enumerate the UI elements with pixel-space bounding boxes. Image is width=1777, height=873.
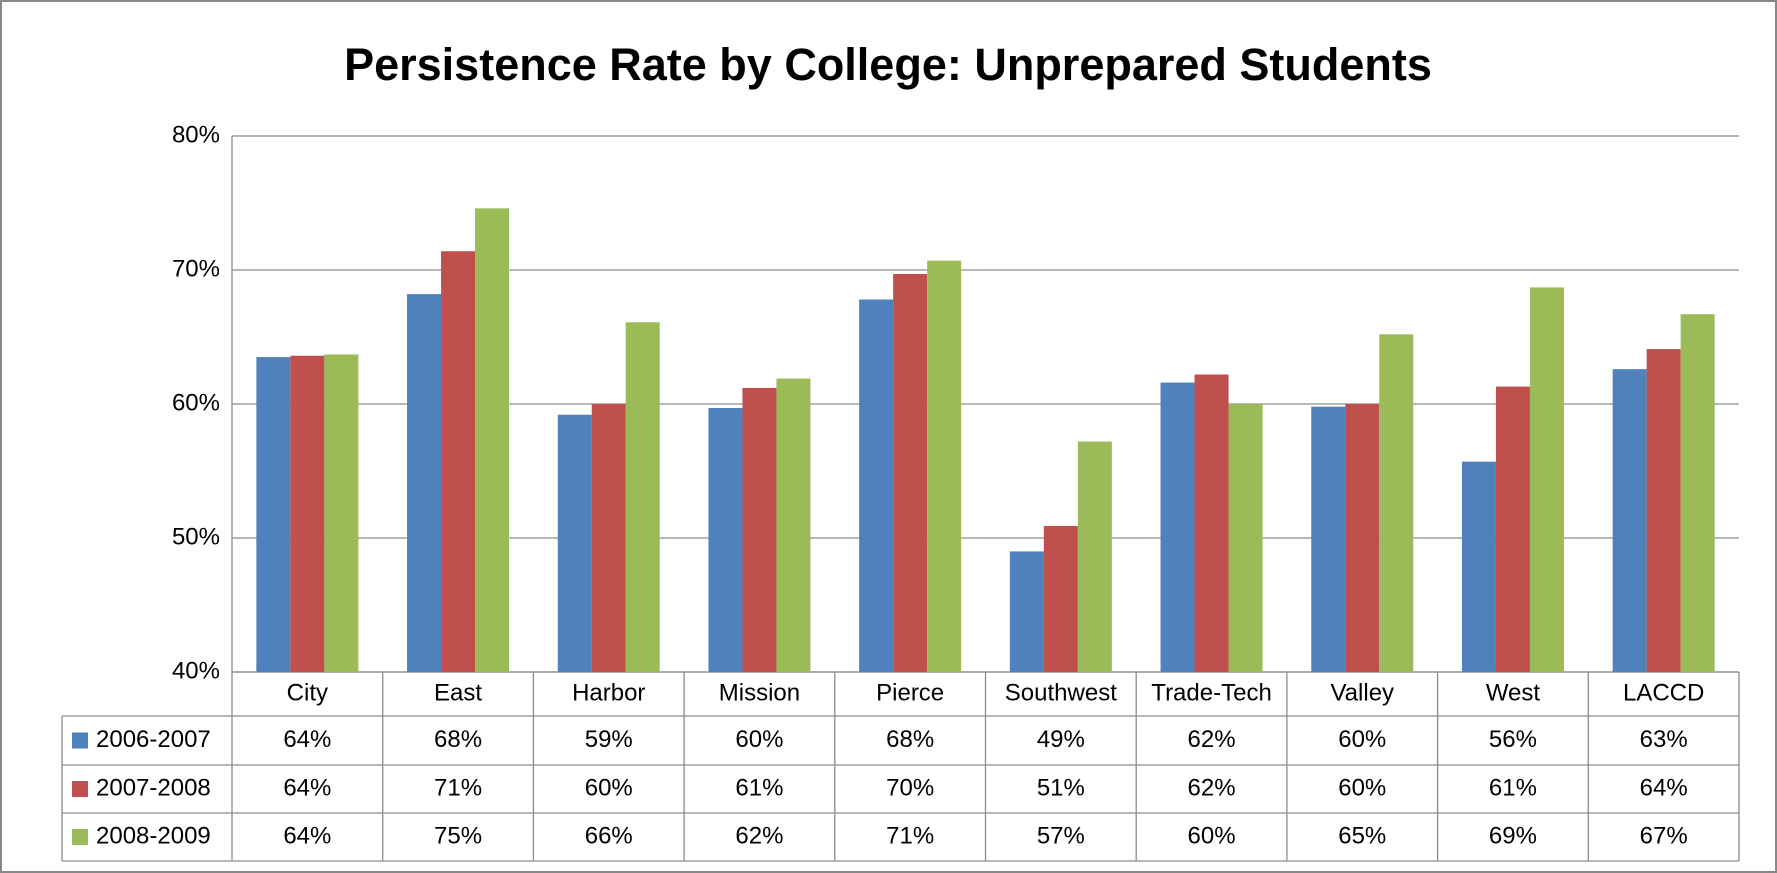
bar [1228,404,1263,672]
table-value: 60% [585,774,633,801]
table-value: 61% [735,774,783,801]
table-value: 64% [283,822,331,849]
bar [893,274,928,672]
bar [591,404,626,672]
bar [742,387,777,672]
legend-key [72,732,88,749]
bar [475,208,510,673]
bar [708,408,743,672]
bar [927,260,962,672]
table-value: 60% [1338,726,1386,753]
x-tick-label: City [287,679,328,706]
bar [1009,551,1044,672]
legend-label: 2007-2008 [96,774,211,801]
table-value: 56% [1489,726,1537,753]
bar [1043,525,1078,672]
bar [1160,382,1195,672]
table-value: 60% [735,726,783,753]
legend-label: 2006-2007 [96,726,211,753]
table-value: 60% [1338,774,1386,801]
table-value: 62% [1188,774,1236,801]
table-value: 60% [1188,822,1236,849]
table-value: 57% [1037,822,1085,849]
bar [625,322,660,672]
bar [1495,386,1530,672]
x-tick-label: Valley [1330,679,1394,706]
table-value: 67% [1640,822,1688,849]
bar [1461,461,1496,672]
y-tick-label: 50% [172,523,220,550]
x-tick-label: Harbor [572,679,645,706]
x-tick-label: Mission [719,679,800,706]
table-value: 61% [1489,774,1537,801]
bar [776,378,811,672]
y-tick-label: 60% [172,389,220,416]
x-tick-label: Southwest [1005,679,1117,706]
bar [290,355,325,672]
bar [1529,287,1564,672]
table-value: 51% [1037,774,1085,801]
table-value: 59% [585,726,633,753]
chart-title: Persistence Rate by College: Unprepared … [344,39,1432,90]
table-value: 66% [585,822,633,849]
bar [557,414,592,672]
y-tick-label: 70% [172,255,220,282]
x-tick-label: Pierce [876,679,944,706]
table-value: 71% [434,774,482,801]
bar [256,357,291,672]
bar [1646,349,1681,672]
x-tick-label: West [1486,679,1541,706]
table-value: 68% [886,726,934,753]
table-value: 69% [1489,822,1537,849]
table-value: 62% [735,822,783,849]
table-value: 71% [886,822,934,849]
y-tick-label: 40% [172,657,220,684]
bar [1379,334,1414,672]
table-value: 75% [434,822,482,849]
bar [324,354,359,672]
table-value: 64% [283,726,331,753]
bar [441,251,476,673]
table-value: 64% [1640,774,1688,801]
table-value: 65% [1338,822,1386,849]
bar [1311,406,1346,672]
bar [407,294,442,672]
bar [1077,441,1112,672]
table-value: 64% [283,774,331,801]
bar [859,299,894,672]
table-value: 68% [434,726,482,753]
bar [1680,314,1715,672]
table-value: 63% [1640,726,1688,753]
table-value: 62% [1188,726,1236,753]
legend-key [72,829,88,845]
x-tick-label: Trade-Tech [1151,679,1272,706]
bar [1345,404,1380,672]
x-tick-label: East [434,679,482,706]
table-value: 70% [886,774,934,801]
legend-label: 2008-2009 [96,822,211,849]
table-value: 49% [1037,726,1085,753]
y-tick-label: 80% [172,121,220,148]
x-tick-label: LACCD [1623,679,1704,706]
legend-key [72,781,88,797]
bar [1612,369,1647,672]
bar [1194,374,1229,672]
